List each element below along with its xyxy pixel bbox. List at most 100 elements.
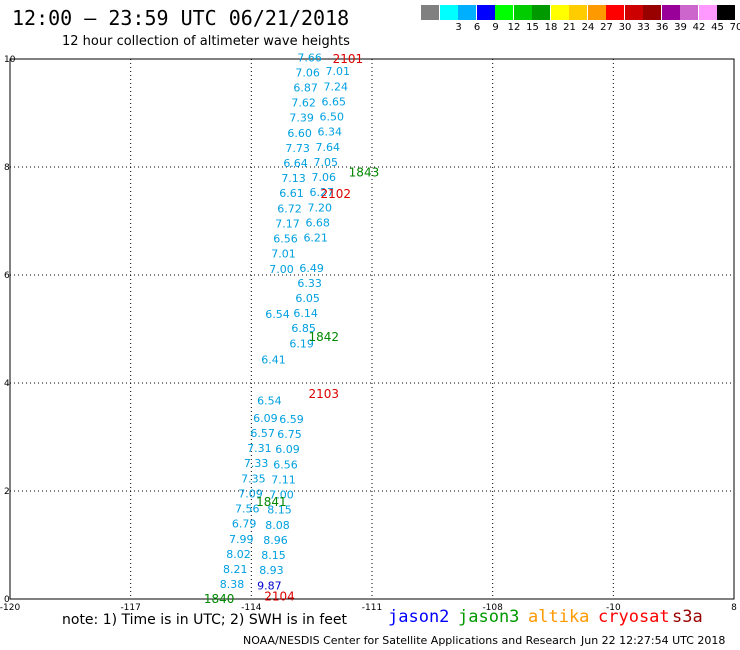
swh-value: 7.01 <box>271 248 296 261</box>
swh-value: 7.62 <box>291 97 316 110</box>
swh-value: 6.68 <box>305 216 330 229</box>
x-tick-label: -117 <box>120 603 140 613</box>
scale-label: 12 <box>507 22 521 33</box>
swh-value: 6.54 <box>265 308 290 321</box>
scale-swatch <box>458 5 476 20</box>
x-tick-label: -111 <box>362 603 382 613</box>
swh-value: 6.09 <box>275 443 300 456</box>
scale-label: 36 <box>655 22 669 33</box>
swh-value: 6.87 <box>293 81 318 94</box>
pass-time-label: 1840 <box>204 592 235 606</box>
swh-value: 7.66 <box>297 52 322 65</box>
swh-value: 7.01 <box>326 65 351 78</box>
swh-value: 7.33 <box>244 457 269 470</box>
swh-value: 6.54 <box>257 395 282 408</box>
swh-value: 7.00 <box>269 489 294 502</box>
swh-value: 6.49 <box>299 262 324 275</box>
swh-value: 8.21 <box>223 563 248 576</box>
scale-label: 24 <box>581 22 595 33</box>
swh-value: 7.11 <box>271 473 296 486</box>
swh-value: 7.17 <box>275 217 300 230</box>
scale-swatch <box>587 5 606 20</box>
swh-value: 7.13 <box>281 172 306 185</box>
legend-altika: altika <box>528 607 590 627</box>
pass-time-label: 2104 <box>264 589 295 603</box>
y-tick-label: 4 <box>4 379 10 389</box>
scale-swatch <box>606 5 624 20</box>
swh-value: 8.96 <box>263 534 288 547</box>
swh-value: 8.08 <box>265 519 290 532</box>
scale-swatch <box>698 5 717 20</box>
pass-time-label: 2102 <box>321 187 352 201</box>
swh-value: 6.79 <box>232 518 257 531</box>
scale-swatch <box>717 5 735 20</box>
swh-value: 7.20 <box>307 201 332 214</box>
swh-value: 7.09 <box>238 487 263 500</box>
swh-value: 6.41 <box>261 354 286 367</box>
scale-label: 33 <box>637 22 650 33</box>
scale-label: 30 <box>618 22 632 33</box>
y-tick-label: 6 <box>4 271 10 281</box>
scale-label: 42 <box>692 22 706 33</box>
swh-value: 6.85 <box>291 322 316 335</box>
swh-value: 6.75 <box>277 428 302 441</box>
footer-timestamp: Jun 22 12:27:54 UTC 2018 <box>581 634 726 647</box>
swh-value: 6.21 <box>303 232 328 245</box>
scale-swatch <box>624 5 643 20</box>
swh-value: 7.31 <box>247 442 272 455</box>
pass-time-label: 1843 <box>349 165 380 179</box>
swh-value: 8.38 <box>220 578 245 591</box>
chart-title: 12:00 – 23:59 UTC 06/21/2018 <box>12 6 350 30</box>
swh-value: 6.09 <box>253 412 278 425</box>
swh-value: 6.72 <box>277 202 302 215</box>
swh-value: 6.59 <box>279 413 304 426</box>
swh-value: 6.65 <box>322 95 347 108</box>
y-tick-label: 0 <box>4 595 10 605</box>
pass-time-label: 2101 <box>333 52 364 66</box>
swh-value: 8.15 <box>267 504 292 517</box>
legend-jason2: jason2 <box>388 607 450 627</box>
x-tick-label: -114 <box>241 603 262 613</box>
scale-swatch <box>661 5 680 20</box>
scale-swatch <box>439 5 458 20</box>
scale-label: 15 <box>526 22 539 33</box>
swh-value: 6.05 <box>295 292 320 305</box>
swh-value: 6.50 <box>320 111 345 124</box>
y-tick-label: 8 <box>4 163 10 173</box>
swh-value: 7.00 <box>269 263 294 276</box>
scale-swatch <box>680 5 698 20</box>
scale-swatch <box>569 5 587 20</box>
scale-swatch <box>421 5 439 20</box>
swh-value: 6.57 <box>250 427 275 440</box>
swh-value: 7.56 <box>235 503 260 516</box>
swh-value: 6.27 <box>309 186 334 199</box>
scale-swatch <box>495 5 513 20</box>
scale-label: 21 <box>563 22 576 33</box>
pass-time-label: 1842 <box>308 330 339 344</box>
legend-s3a: s3a <box>672 607 703 627</box>
swh-value: 8.02 <box>226 548 251 561</box>
x-tick-label: 8 <box>731 603 737 613</box>
scale-label: 39 <box>674 22 687 33</box>
scale-swatch <box>476 5 495 20</box>
swh-value: 6.56 <box>273 458 298 471</box>
scale-swatch <box>532 5 550 20</box>
swh-value: 7.73 <box>285 142 310 155</box>
swh-value: 6.34 <box>318 126 343 139</box>
swh-value: 7.06 <box>311 171 336 184</box>
swh-value: 7.64 <box>316 141 341 154</box>
swh-value: 6.33 <box>297 277 322 290</box>
swh-value: 7.06 <box>295 66 320 79</box>
scale-swatch <box>513 5 532 20</box>
swh-value: 6.56 <box>273 233 298 246</box>
swh-value: 6.60 <box>287 127 312 140</box>
x-tick-label: -10 <box>606 603 621 613</box>
swh-value: 6.14 <box>293 307 318 320</box>
pass-time-label: 1841 <box>256 495 287 509</box>
swh-value: 7.99 <box>229 533 254 546</box>
scale-swatch <box>643 5 661 20</box>
swh-value: 7.05 <box>313 156 338 169</box>
swh-value: 8.15 <box>261 549 286 562</box>
